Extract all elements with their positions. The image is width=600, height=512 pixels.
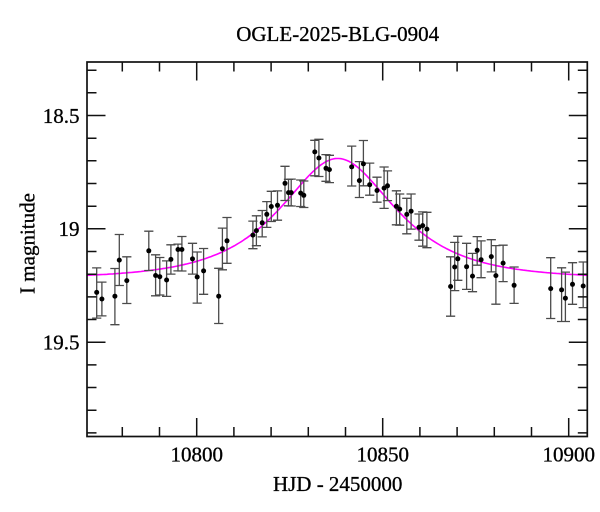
- svg-text:10900: 10900: [542, 443, 595, 467]
- svg-text:19: 19: [59, 217, 80, 241]
- svg-text:OGLE-2025-BLG-0904: OGLE-2025-BLG-0904: [236, 22, 439, 46]
- svg-text:10800: 10800: [170, 443, 223, 467]
- svg-text:I magnitude: I magnitude: [16, 193, 40, 294]
- svg-text:18.5: 18.5: [43, 104, 80, 128]
- svg-text:HJD - 2450000: HJD - 2450000: [273, 472, 403, 496]
- svg-text:19.5: 19.5: [43, 331, 80, 355]
- svg-text:10850: 10850: [356, 443, 409, 467]
